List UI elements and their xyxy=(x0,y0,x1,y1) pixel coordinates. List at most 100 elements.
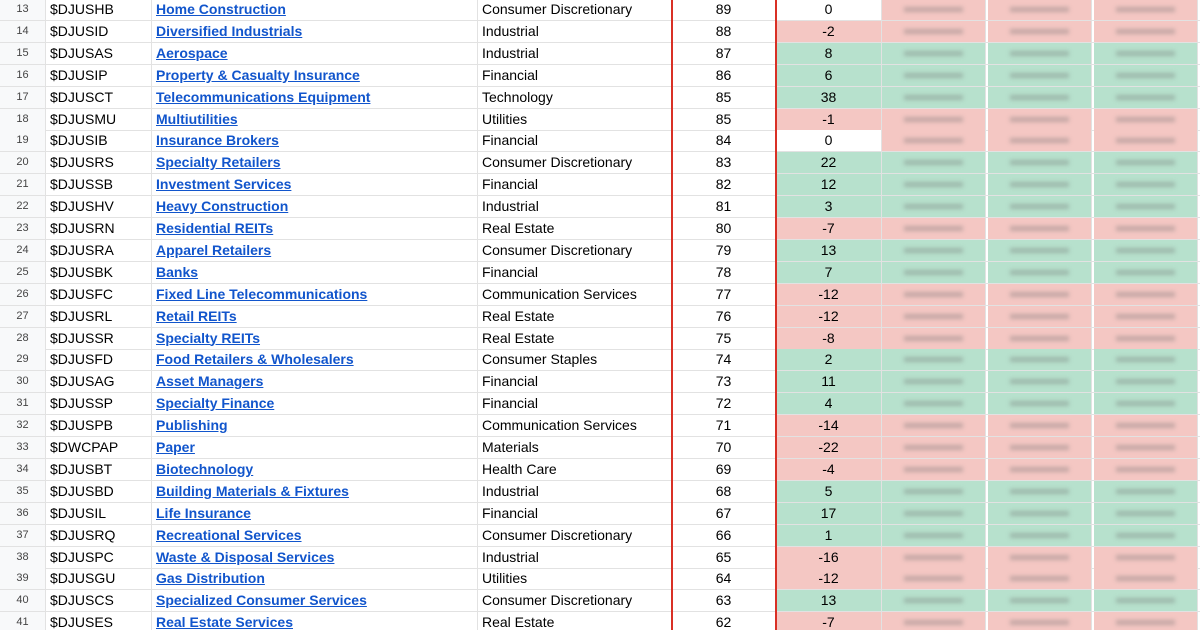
industry-link[interactable]: Investment Services xyxy=(156,176,292,193)
industry-link[interactable]: Life Insurance xyxy=(156,504,251,521)
sector-cell: Real Estate xyxy=(478,218,672,239)
blurred-cell xyxy=(988,239,1092,261)
change-cell: -8 xyxy=(776,327,882,349)
table-row: 30 $DJUSAG Asset Managers Financial 73 11 xyxy=(0,371,1200,394)
sector-cell: Industrial xyxy=(478,20,672,42)
industry-link[interactable]: Aerospace xyxy=(156,44,228,61)
blurred-cell xyxy=(1094,218,1198,239)
name-cell: Food Retailers & Wholesalers xyxy=(152,349,478,371)
score-cell: 88 xyxy=(672,20,776,42)
row-number: 16 xyxy=(0,64,46,86)
industry-link[interactable]: Recreational Services xyxy=(156,526,302,543)
industry-link[interactable]: Building Materials & Fixtures xyxy=(156,482,349,499)
row-number: 27 xyxy=(0,305,46,327)
industry-link[interactable]: Paper xyxy=(156,439,195,455)
industry-link[interactable]: Waste & Disposal Services xyxy=(156,548,335,565)
industry-link[interactable]: Specialty Finance xyxy=(156,395,275,412)
ticker-cell: $DJUSPC xyxy=(46,546,152,568)
score-cell: 77 xyxy=(672,283,776,305)
blurred-cell xyxy=(1094,86,1198,108)
industry-link[interactable]: Retail REITs xyxy=(156,307,237,324)
table-row: 25 $DJUSBK Banks Financial 78 7 xyxy=(0,261,1200,284)
row-number: 22 xyxy=(0,196,46,218)
blurred-cell xyxy=(1094,502,1198,524)
industry-link[interactable]: Food Retailers & Wholesalers xyxy=(156,351,354,368)
industry-link[interactable]: Gas Distribution xyxy=(156,570,265,587)
change-cell: -16 xyxy=(776,546,882,568)
change-cell: 1 xyxy=(776,524,882,546)
ticker-cell: $DJUSRS xyxy=(46,152,152,174)
industry-link[interactable]: Asset Managers xyxy=(156,373,264,390)
score-cell: 84 xyxy=(672,130,776,152)
score-cell: 83 xyxy=(672,152,776,174)
industry-link[interactable]: Telecommunications Equipment xyxy=(156,88,371,105)
blurred-cell xyxy=(988,86,1092,108)
blurred-cell xyxy=(1094,415,1198,437)
score-cell: 75 xyxy=(672,327,776,349)
name-cell: Gas Distribution xyxy=(152,568,478,590)
ticker-cell: $DJUSID xyxy=(46,20,152,42)
industry-link[interactable]: Specialized Consumer Services xyxy=(156,592,367,609)
industry-link[interactable]: Specialty Retailers xyxy=(156,154,281,171)
blurred-cell xyxy=(988,196,1092,218)
sector-cell: Technology xyxy=(478,86,672,108)
blurred-cell xyxy=(882,0,986,20)
industry-link[interactable]: Apparel Retailers xyxy=(156,241,272,258)
industry-link[interactable]: Banks xyxy=(156,263,199,280)
table-row: 16 $DJUSIP Property & Casualty Insurance Fi… xyxy=(0,64,1200,87)
blurred-cell xyxy=(1094,546,1198,568)
industry-link[interactable]: Heavy Construction xyxy=(156,198,289,215)
sector-cell: Consumer Discretionary xyxy=(478,0,672,20)
ticker-cell: $DJUSSB xyxy=(46,174,152,196)
industry-link[interactable]: Real Estate Services xyxy=(156,614,293,630)
name-cell: Property & Casualty Insurance xyxy=(152,64,478,86)
change-cell: 8 xyxy=(776,42,882,64)
row-number: 32 xyxy=(0,415,46,437)
blurred-cell xyxy=(988,305,1092,327)
blurred-cell xyxy=(988,349,1092,371)
blurred-cell xyxy=(882,349,986,371)
score-cell: 68 xyxy=(672,480,776,502)
row-number: 30 xyxy=(0,371,46,393)
industry-link[interactable]: Publishing xyxy=(156,417,228,434)
blurred-cell xyxy=(1094,196,1198,218)
sector-cell: Financial xyxy=(478,371,672,393)
ticker-cell: $DJUSRL xyxy=(46,305,152,327)
industry-link[interactable]: Multiutilities xyxy=(156,110,238,127)
industry-link[interactable]: Diversified Industrials xyxy=(156,22,303,39)
industry-link[interactable]: Home Construction xyxy=(156,1,286,17)
blurred-cell xyxy=(988,371,1092,393)
table-row: 31 $DJUSSP Specialty Finance Financial 72 4 xyxy=(0,393,1200,416)
table-row: 19 $DJUSIB Insurance Brokers Financial 84 0 xyxy=(0,130,1200,153)
industry-link[interactable]: Fixed Line Telecommunications xyxy=(156,285,368,302)
row-number: 31 xyxy=(0,393,46,415)
ticker-cell: $DJUSBT xyxy=(46,458,152,480)
industry-link[interactable]: Specialty REITs xyxy=(156,329,261,346)
blurred-cell xyxy=(882,371,986,393)
table-row: 13 $DJUSHB Home Construction Consumer Discr… xyxy=(0,0,1200,21)
row-number: 33 xyxy=(0,437,46,458)
table-row: 14 $DJUSID Diversified Industrials Industri… xyxy=(0,20,1200,43)
change-cell: 17 xyxy=(776,502,882,524)
table-row: 39 $DJUSGU Gas Distribution Utilities 64 -12 xyxy=(0,568,1200,591)
change-cell: 3 xyxy=(776,196,882,218)
blurred-cell xyxy=(1094,152,1198,174)
blurred-cell xyxy=(882,64,986,86)
industry-link[interactable]: Residential REITs xyxy=(156,220,274,236)
industry-link[interactable]: Property & Casualty Insurance xyxy=(156,66,360,83)
score-cell: 74 xyxy=(672,349,776,371)
change-cell: -12 xyxy=(776,283,882,305)
sector-cell: Financial xyxy=(478,393,672,415)
table-row: 35 $DJUSBD Building Materials & Fixtures In… xyxy=(0,480,1200,503)
change-cell: -22 xyxy=(776,437,882,458)
name-cell: Building Materials & Fixtures xyxy=(152,480,478,502)
change-cell: 4 xyxy=(776,393,882,415)
ticker-cell: $DJUSBD xyxy=(46,480,152,502)
score-cell: 65 xyxy=(672,546,776,568)
blurred-cell xyxy=(988,64,1092,86)
blurred-cell xyxy=(988,524,1092,546)
industry-link[interactable]: Insurance Brokers xyxy=(156,132,279,149)
table-row: 15 $DJUSAS Aerospace Industrial 87 8 xyxy=(0,42,1200,65)
industry-link[interactable]: Biotechnology xyxy=(156,460,254,477)
blurred-cell xyxy=(988,108,1092,130)
